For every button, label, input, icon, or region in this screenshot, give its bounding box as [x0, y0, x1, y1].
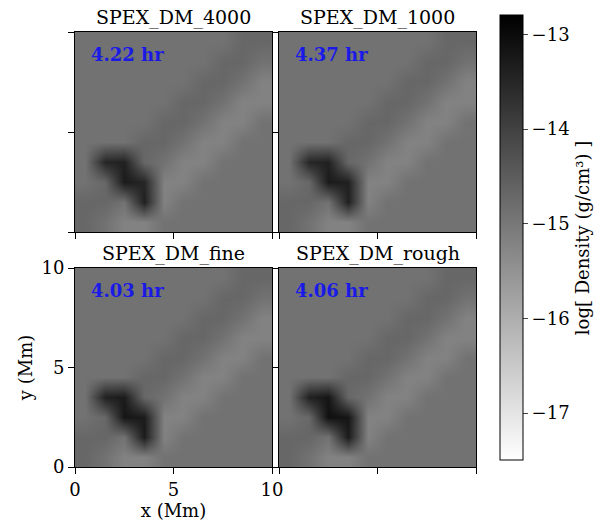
svg-text:−15: −15 [532, 213, 570, 234]
svg-text:4.06 hr: 4.06 hr [295, 280, 368, 301]
svg-text:0: 0 [53, 456, 64, 477]
svg-text:10: 10 [261, 479, 284, 500]
svg-text:SPEX_DM_4000: SPEX_DM_4000 [96, 6, 251, 29]
svg-text:−14: −14 [532, 118, 570, 139]
svg-text:−13: −13 [532, 24, 570, 45]
svg-text:−16: −16 [532, 308, 570, 329]
svg-text:SPEX_DM_1000: SPEX_DM_1000 [300, 6, 455, 29]
svg-text:log[ Density (g/cm³) ]: log[ Density (g/cm³) ] [572, 141, 593, 335]
svg-text:4.22 hr: 4.22 hr [91, 44, 164, 65]
svg-text:0: 0 [69, 479, 80, 500]
svg-text:y (Mm): y (Mm) [15, 335, 36, 401]
svg-text:5: 5 [168, 479, 179, 500]
svg-text:4.03 hr: 4.03 hr [91, 280, 164, 301]
svg-text:4.37 hr: 4.37 hr [295, 44, 368, 65]
svg-text:10: 10 [41, 257, 64, 278]
svg-text:SPEX_DM_fine: SPEX_DM_fine [102, 242, 245, 265]
svg-text:5: 5 [53, 357, 64, 378]
svg-text:SPEX_DM_rough: SPEX_DM_rough [296, 242, 460, 265]
svg-text:x (Mm): x (Mm) [141, 500, 206, 521]
svg-text:−17: −17 [532, 402, 570, 423]
